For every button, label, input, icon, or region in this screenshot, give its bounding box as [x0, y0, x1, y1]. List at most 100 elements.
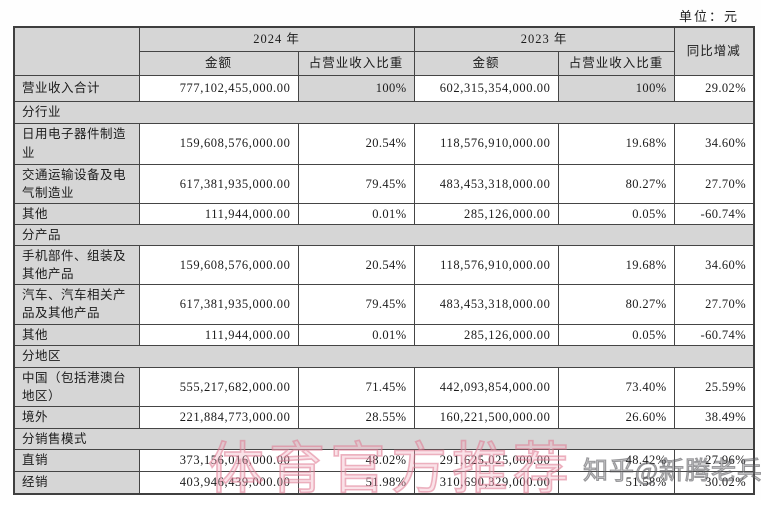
- amount-2023-cell: 118,576,910,000.00: [413, 244, 559, 286]
- table-row: 交通运输设备及电气制造业 617,381,935,000.00 79.45% 483,…: [13, 163, 755, 204]
- yoy-cell: 30.02%: [673, 471, 755, 494]
- ratio-2023-cell: 73.40%: [557, 366, 675, 407]
- table-row: 中国（包括港澳台地区） 555,217,682,000.00 71.45% 442,0…: [13, 366, 755, 407]
- section-label: 分产品: [13, 223, 755, 247]
- table-row: 手机部件、组装及其他产品 159,608,576,000.00 20.54% 118,…: [13, 244, 755, 286]
- ratio-2024-cell: 28.55%: [297, 405, 415, 429]
- ratio-2024-cell: 51.98%: [297, 471, 415, 494]
- header-ratio-2023: 占营业收入比重: [557, 50, 675, 76]
- ratio-2024-cell: 20.54%: [297, 244, 415, 286]
- yoy-cell: 29.02%: [673, 74, 755, 102]
- row-label: 手机部件、组装及其他产品: [13, 244, 140, 286]
- table-header: 2024 年 2023 年 同比增减 金额 占营业收入比重 金额 占营业收入比重: [13, 26, 755, 76]
- header-year-2024: 2024 年: [138, 26, 415, 52]
- header-row-metrics: 金额 占营业收入比重 金额 占营业收入比重: [14, 50, 754, 76]
- revenue-table-body: 营业收入合计 777,102,455,000.00 100% 602,315,354,…: [13, 74, 755, 494]
- ratio-2023-cell: 80.27%: [557, 163, 675, 204]
- yoy-cell: 25.59%: [673, 366, 755, 407]
- header-amount-2023: 金额: [413, 50, 559, 76]
- row-label: 中国（包括港澳台地区）: [13, 366, 140, 407]
- amount-2023-cell: 118,576,910,000.00: [413, 122, 559, 165]
- header-corner-cell: [13, 26, 140, 76]
- ratio-2023-cell: 0.05%: [557, 323, 675, 346]
- revenue-table: 2024 年 2023 年 同比增减 金额 占营业收入比重 金额 占营业收入比重…: [13, 26, 756, 495]
- row-label: 经销: [13, 471, 140, 494]
- yoy-cell: 34.60%: [673, 244, 755, 286]
- ratio-2023-cell: 51.58%: [557, 471, 675, 494]
- ratio-2024-cell: 20.54%: [297, 122, 415, 165]
- header-amount-2024: 金额: [138, 50, 299, 76]
- table-row: 其他 111,944,000.00 0.01% 285,126,000.00 0.05%…: [13, 323, 755, 346]
- table-row: 其他 111,944,000.00 0.01% 285,126,000.00 0.05%…: [13, 202, 755, 225]
- amount-2023-cell: 483,453,318,000.00: [413, 284, 559, 325]
- ratio-2024-cell: 71.45%: [297, 366, 415, 407]
- row-label: 汽车、汽车相关产品及其他产品: [13, 284, 140, 325]
- yoy-cell: -60.74%: [673, 323, 755, 346]
- ratio-2023-cell: 100%: [557, 74, 675, 102]
- section-label: 分行业: [13, 100, 755, 124]
- yoy-cell: -60.74%: [673, 202, 755, 225]
- amount-2024-cell: 403,946,439,000.00: [138, 471, 299, 494]
- amount-2024-cell: 159,608,576,000.00: [138, 122, 299, 165]
- section-label: 分地区: [13, 344, 755, 368]
- section-row: 分产品: [13, 223, 755, 247]
- row-label: 交通运输设备及电气制造业: [13, 163, 140, 204]
- yoy-cell: 38.49%: [673, 405, 755, 429]
- table-row: 直销 373,156,016,000.00 48.02% 291,625,025,00…: [13, 449, 755, 472]
- unit-label: 单位：元: [678, 9, 739, 24]
- amount-2024-cell: 221,884,773,000.00: [138, 405, 299, 429]
- header-row-years: 2024 年 2023 年 同比增减: [13, 26, 755, 76]
- amount-2024-cell: 373,156,016,000.00: [138, 449, 299, 472]
- ratio-2024-cell: 79.45%: [297, 284, 415, 325]
- section-row: 分地区: [13, 344, 755, 368]
- row-label: 境外: [13, 405, 140, 429]
- section-row: 分行业: [13, 100, 755, 124]
- yoy-cell: 27.70%: [673, 163, 755, 204]
- ratio-2024-cell: 0.01%: [297, 323, 415, 346]
- amount-2023-cell: 442,093,854,000.00: [413, 366, 559, 407]
- amount-2024-cell: 159,608,576,000.00: [138, 244, 299, 286]
- ratio-2024-cell: 48.02%: [297, 449, 415, 472]
- table-row: 汽车、汽车相关产品及其他产品 617,381,935,000.00 79.45% 48…: [13, 284, 755, 325]
- ratio-2023-cell: 48.42%: [557, 449, 675, 472]
- yoy-cell: 27.96%: [673, 449, 755, 472]
- row-label: 营业收入合计: [13, 74, 140, 102]
- section-row: 分销售模式: [13, 427, 755, 451]
- amount-2024-cell: 555,217,682,000.00: [138, 366, 299, 407]
- row-label: 直销: [13, 449, 140, 472]
- row-label: 日用电子器件制造业: [13, 122, 140, 165]
- amount-2024-cell: 111,944,000.00: [138, 323, 299, 346]
- ratio-2023-cell: 19.68%: [557, 244, 675, 286]
- amount-2023-cell: 160,221,500,000.00: [413, 405, 559, 429]
- yoy-cell: 34.60%: [673, 122, 755, 165]
- section-label: 分销售模式: [13, 427, 755, 451]
- amount-2023-cell: 285,126,000.00: [413, 323, 559, 346]
- amount-2023-cell: 483,453,318,000.00: [413, 163, 559, 204]
- table-row: 境外 221,884,773,000.00 28.55% 160,221,500,00…: [13, 405, 755, 429]
- row-label: 其他: [13, 202, 140, 225]
- amount-2024-cell: 111,944,000.00: [138, 202, 299, 225]
- ratio-2023-cell: 26.60%: [557, 405, 675, 429]
- ratio-2024-cell: 100%: [297, 74, 415, 102]
- amount-2024-cell: 617,381,935,000.00: [138, 284, 299, 325]
- header-year-2023: 2023 年: [413, 26, 675, 52]
- amount-2023-cell: 310,690,329,000.00: [413, 471, 559, 494]
- table-row: 经销 403,946,439,000.00 51.98% 310,690,329,00…: [13, 471, 755, 494]
- header-yoy: 同比增减: [673, 26, 755, 76]
- table-row: 日用电子器件制造业 159,608,576,000.00 20.54% 118,576…: [13, 122, 755, 165]
- yoy-cell: 27.70%: [673, 284, 755, 325]
- amount-2023-cell: 291,625,025,000.00: [413, 449, 559, 472]
- header-ratio-2024: 占营业收入比重: [297, 50, 415, 76]
- amount-2023-cell: 602,315,354,000.00: [413, 74, 559, 102]
- ratio-2023-cell: 0.05%: [557, 202, 675, 225]
- ratio-2024-cell: 0.01%: [297, 202, 415, 225]
- ratio-2023-cell: 19.68%: [557, 122, 675, 165]
- amount-2024-cell: 777,102,455,000.00: [138, 74, 299, 102]
- table-row: 营业收入合计 777,102,455,000.00 100% 602,315,354,…: [13, 74, 755, 102]
- amount-2024-cell: 617,381,935,000.00: [138, 163, 299, 204]
- ratio-2024-cell: 79.45%: [297, 163, 415, 204]
- row-label: 其他: [13, 323, 140, 346]
- amount-2023-cell: 285,126,000.00: [413, 202, 559, 225]
- ratio-2023-cell: 80.27%: [557, 284, 675, 325]
